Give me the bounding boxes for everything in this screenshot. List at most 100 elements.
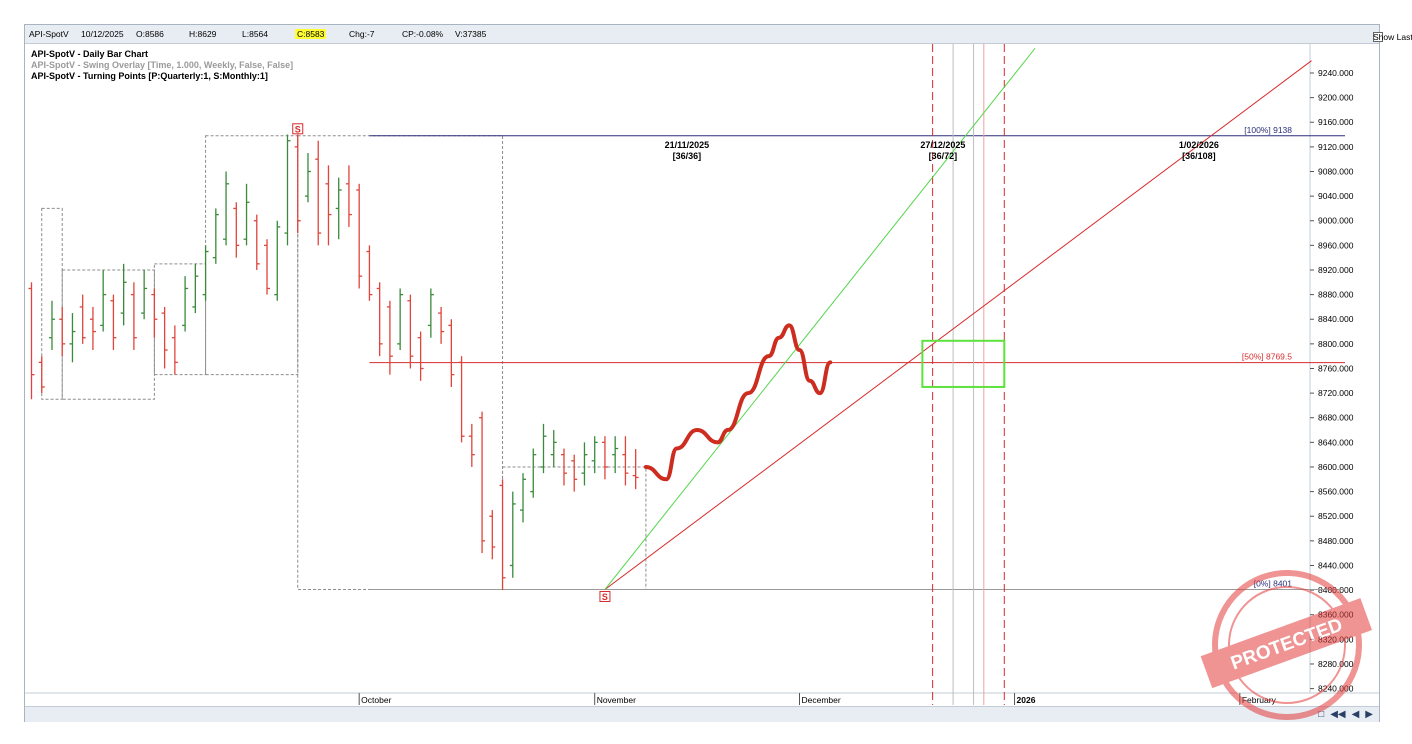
price-bar	[212, 208, 219, 264]
quote-toolbar: API-SpotV 10/12/2025 O:8586 H:8629 L:856…	[25, 25, 1412, 44]
price-bar	[171, 325, 178, 375]
change-percent-label: CP:-0.08%	[402, 29, 444, 39]
price-bar	[509, 491, 516, 578]
price-bar	[356, 183, 363, 289]
y-tick-label: 9080.000	[1318, 166, 1354, 176]
price-bar	[612, 436, 619, 474]
price-bar	[591, 436, 598, 474]
price-bar	[264, 239, 271, 295]
price-bar	[48, 300, 55, 351]
price-bar	[294, 134, 301, 234]
swing-box	[153, 263, 207, 376]
price-bar	[632, 449, 639, 490]
price-bar	[550, 430, 557, 467]
price-bar	[530, 448, 537, 498]
y-tick-label: 8960.000	[1318, 240, 1354, 250]
protected-stamp-icon: PROTECTED	[1200, 570, 1373, 720]
price-bar	[161, 306, 168, 369]
scroll-first-icon[interactable]: ◀◀	[1330, 709, 1346, 720]
price-bar	[427, 288, 434, 338]
zoom-out-icon[interactable]: □	[1318, 709, 1325, 720]
price-bar	[223, 171, 230, 246]
price-bar	[69, 313, 76, 363]
price-bar	[141, 269, 148, 320]
price-bar	[489, 510, 496, 560]
price-bar	[28, 282, 35, 400]
price-bar	[448, 319, 455, 387]
y-tick-label: 8920.000	[1318, 265, 1354, 275]
show-last-checkbox[interactable]	[1373, 32, 1383, 42]
y-tick-label: 8600.000	[1318, 462, 1354, 472]
price-bar	[622, 436, 629, 486]
y-tick-label: 9240.000	[1318, 68, 1354, 78]
x-tick-label: October	[361, 695, 391, 705]
price-bar	[397, 288, 404, 351]
y-tick-label: 8840.000	[1318, 314, 1354, 324]
target-zone-box	[921, 339, 1006, 388]
price-bar	[560, 448, 567, 486]
y-tick-label: 8760.000	[1318, 363, 1354, 373]
price-bar	[438, 306, 445, 344]
level-label: [0%] 8401	[1254, 578, 1293, 588]
legend-line-swing-overlay: API-SpotV - Swing Overlay [Time, 1.000, …	[31, 60, 294, 70]
price-bar	[59, 306, 66, 357]
level-label: [100%] 9138	[1244, 125, 1292, 135]
x-tick-label: November	[597, 695, 636, 705]
swing-box	[205, 135, 299, 376]
price-bar	[407, 294, 414, 369]
price-bar	[182, 276, 189, 332]
price-bar	[100, 269, 107, 332]
y-tick-label: 8640.000	[1318, 437, 1354, 447]
time-target-date: 1/02/2026	[1179, 140, 1219, 150]
price-bar	[345, 165, 352, 227]
show-last-label: Show Last	[1373, 32, 1412, 42]
price-bar	[479, 411, 486, 554]
change-label: Chg:-7	[349, 29, 375, 39]
turning-point-marker	[599, 590, 611, 602]
y-tick-label: 8520.000	[1318, 511, 1354, 521]
time-scrollbar[interactable]: □ ◀◀ ◀ ▶	[25, 706, 1379, 722]
legend-line-turning-points: API-SpotV - Turning Points [P:Quarterly:…	[31, 71, 268, 81]
price-bar	[274, 220, 281, 301]
y-tick-label: 8720.000	[1318, 388, 1354, 398]
turning-point-marker-letter: S	[602, 592, 608, 602]
low-label: L:8564	[242, 29, 268, 39]
chart-legend: API-SpotV - Daily Bar Chart API-SpotV - …	[31, 49, 293, 82]
price-bar	[202, 245, 209, 301]
price-bar	[571, 454, 578, 492]
price-bar	[110, 294, 117, 351]
chart-window: API-SpotV 10/12/2025 O:8586 H:8629 L:856…	[24, 24, 1412, 722]
price-bar	[38, 356, 45, 394]
price-bar	[386, 300, 393, 375]
x-tick-label: February	[1242, 695, 1277, 705]
scroll-right-icon[interactable]: ▶	[1365, 709, 1373, 720]
price-bar	[540, 423, 547, 474]
price-bar	[192, 263, 199, 314]
trend-line	[604, 60, 1312, 590]
level-label: [50%] 8769.5	[1242, 352, 1292, 362]
scroll-left-icon[interactable]: ◀	[1351, 709, 1360, 720]
y-tick-label: 8440.000	[1318, 560, 1354, 570]
price-bar	[581, 442, 588, 486]
price-bar	[325, 165, 332, 246]
y-tick-label: 8560.000	[1318, 487, 1354, 497]
price-chart[interactable]: 9240.000 9200.000 9160.000 9120.000 9080.000…	[25, 25, 1379, 721]
y-tick-label: 8480.000	[1318, 536, 1354, 546]
close-label: C:8583	[295, 29, 327, 39]
y-tick-label: 9200.000	[1318, 93, 1354, 103]
x-tick-label: December	[802, 695, 841, 705]
trend-line	[604, 48, 1036, 590]
price-bar	[417, 331, 424, 381]
price-bar	[366, 245, 373, 301]
price-bar	[376, 282, 383, 357]
price-bar	[499, 479, 506, 591]
swing-box	[61, 269, 155, 400]
turning-point-marker	[292, 123, 304, 135]
price-bar	[315, 140, 322, 246]
price-bar	[601, 436, 608, 480]
price-bar	[284, 134, 291, 246]
turning-point-marker-letter: S	[295, 124, 301, 134]
price-bar	[335, 177, 342, 240]
price-bar	[458, 356, 465, 443]
x-tick-label: 2026	[1017, 695, 1036, 705]
